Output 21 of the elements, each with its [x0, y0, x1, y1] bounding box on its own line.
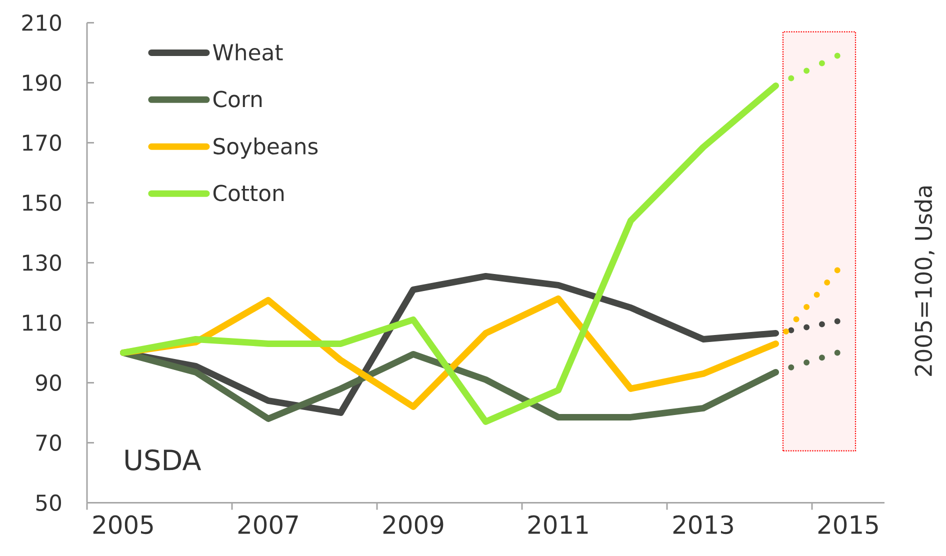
- x-tick-label: 2013: [673, 515, 733, 534]
- x-tick-label: 2007: [238, 515, 298, 534]
- y-axis-title: 2005=100, Usda: [914, 186, 934, 376]
- legend-label: Soybeans: [214, 138, 318, 159]
- x-tick-label: 2005: [93, 515, 153, 534]
- y-tick-label: 50: [36, 494, 62, 511]
- y-tick-label: 150: [23, 194, 62, 211]
- y-tick-label: 170: [23, 134, 62, 151]
- legend-label: Cotton: [213, 184, 284, 202]
- x-tick-label: 2011: [528, 515, 588, 534]
- legend-label: Wheat: [212, 44, 283, 61]
- y-tick-label: 210: [22, 14, 62, 31]
- y-tick-label: 110: [23, 314, 62, 331]
- x-tick-label: 2009: [383, 515, 444, 534]
- x-tick-label: 2015: [818, 515, 878, 534]
- y-tick-label: 90: [36, 374, 62, 391]
- annotation: USDA: [126, 449, 202, 470]
- y-tick-label: 130: [23, 254, 62, 271]
- legend-label: Corn: [213, 90, 262, 108]
- y-tick-label: 190: [23, 74, 62, 91]
- y-tick-label: 70: [36, 434, 62, 451]
